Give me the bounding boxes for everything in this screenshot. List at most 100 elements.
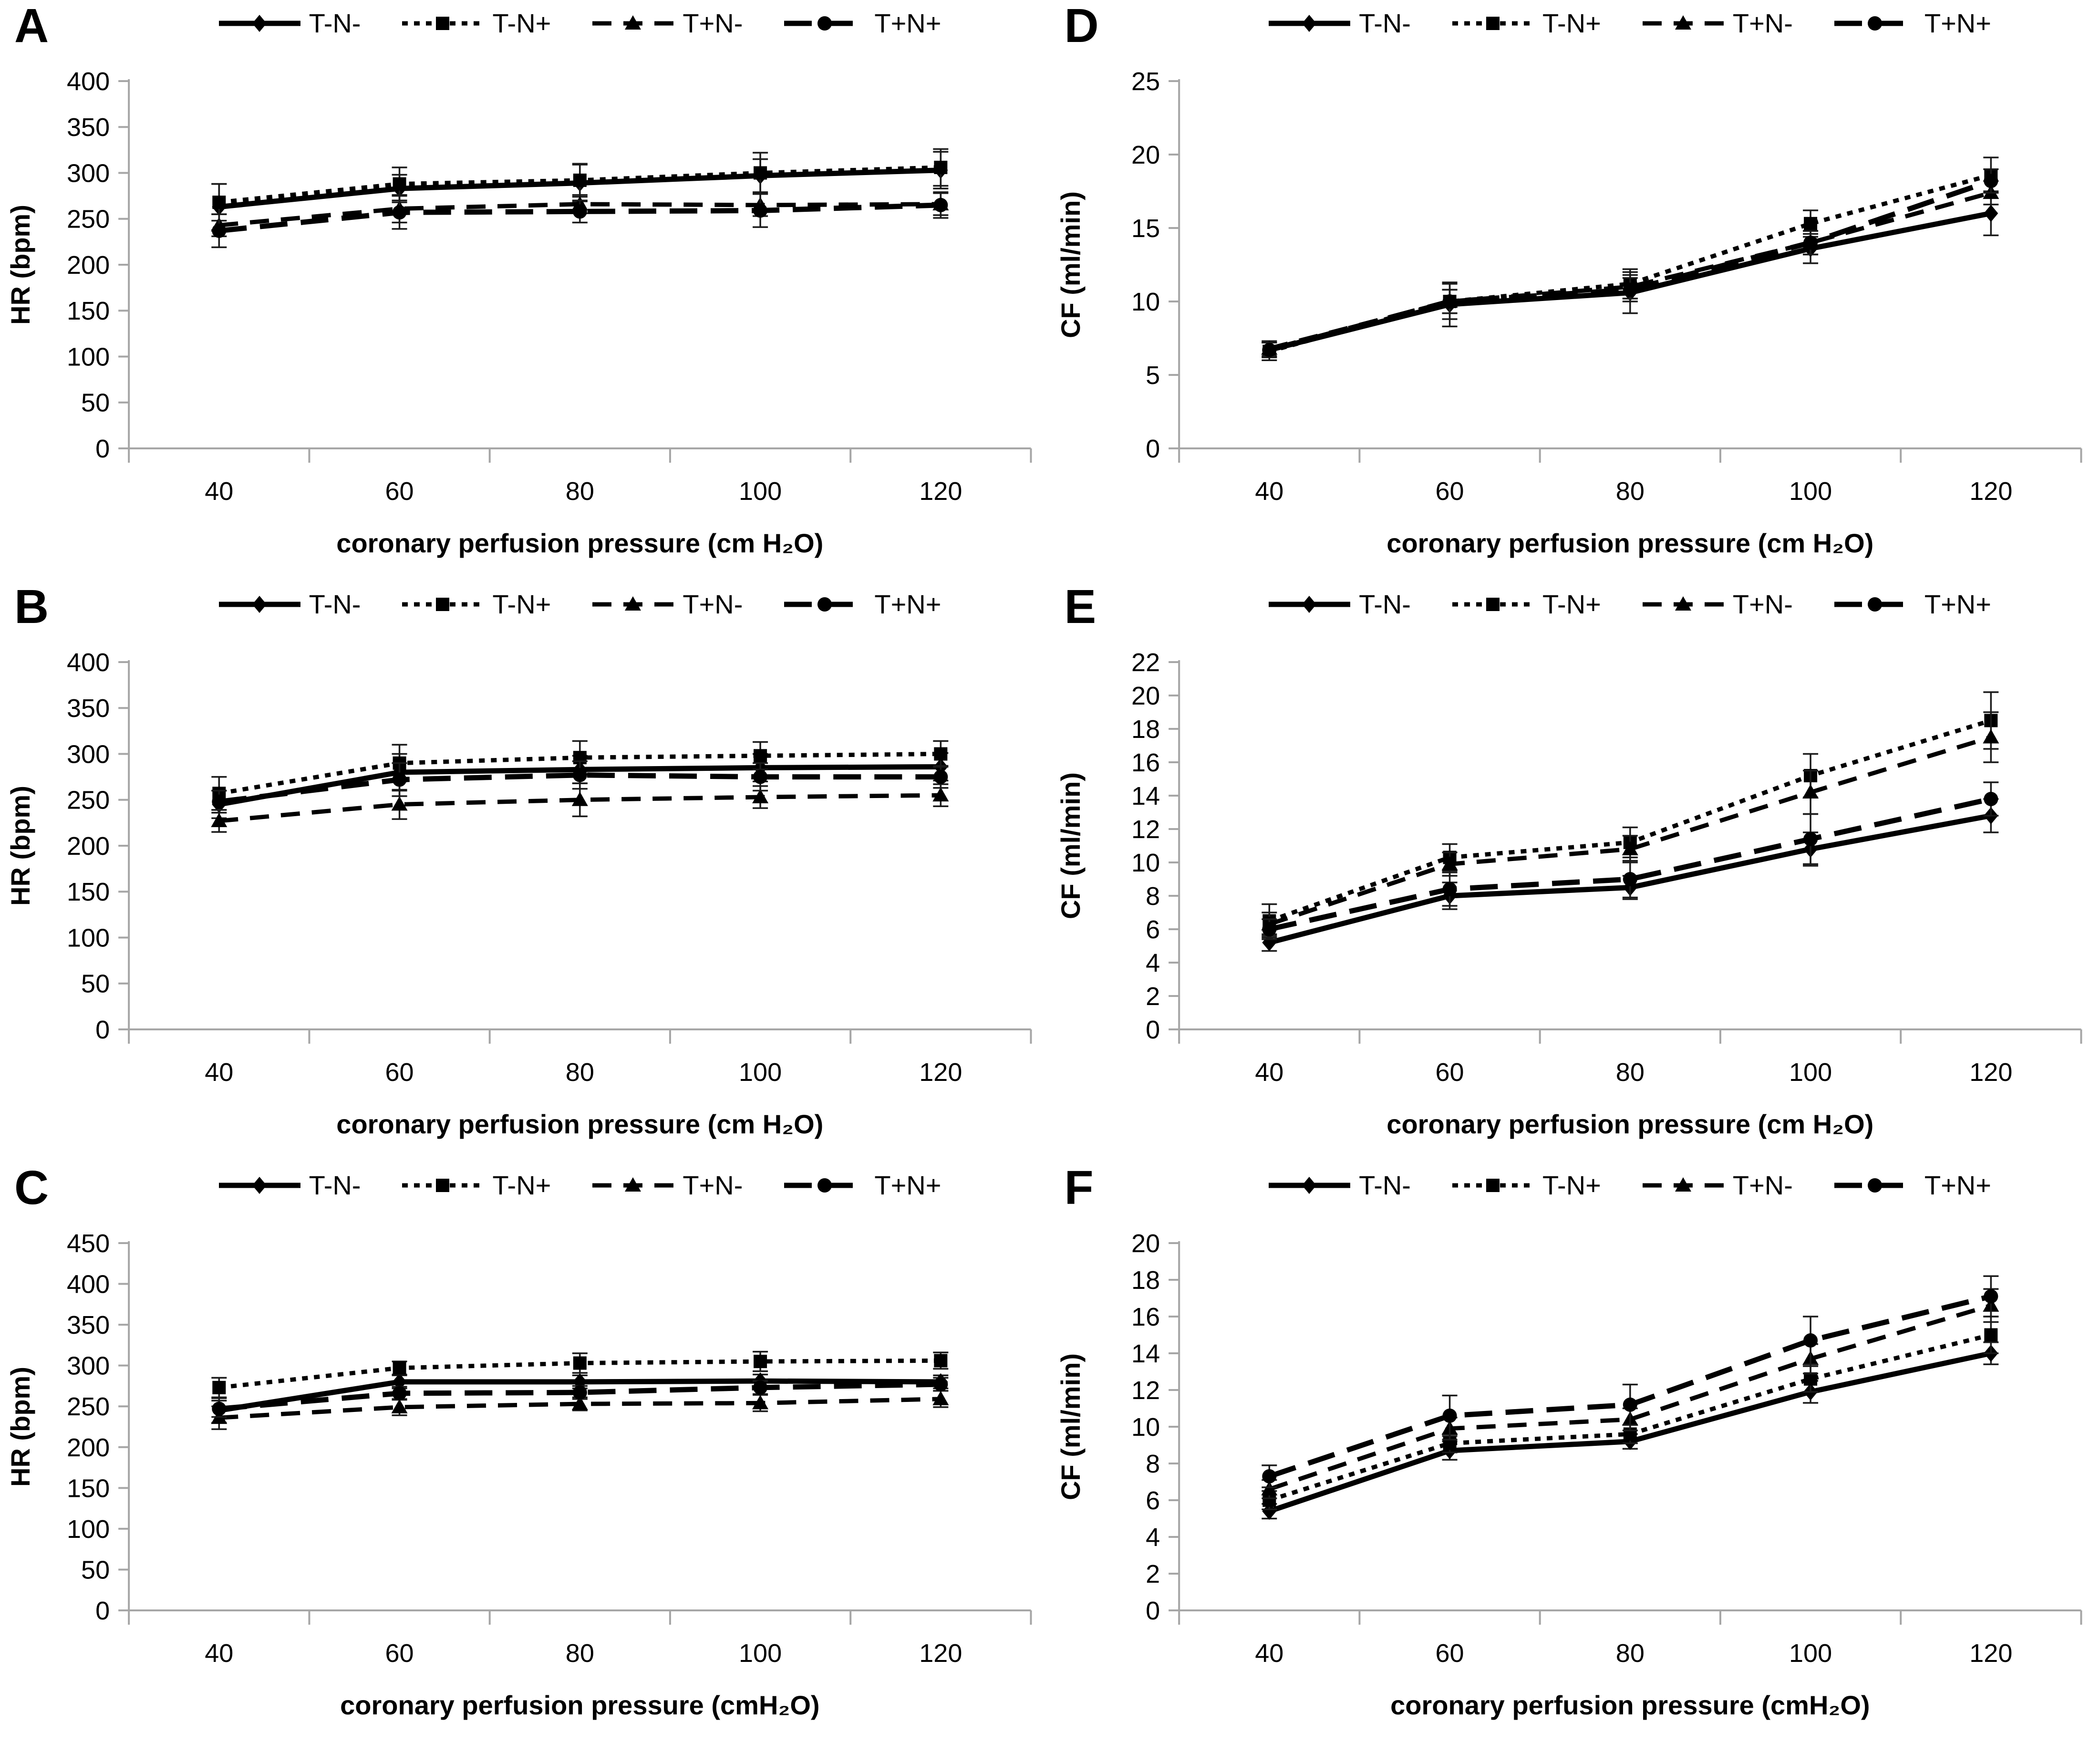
legend-label: T-N- xyxy=(309,1170,361,1200)
x-axis-title: coronary perfusion pressure (cm H₂O) xyxy=(1386,528,1873,558)
y-tick-label: 5 xyxy=(1146,361,1160,390)
legend-label: T-N- xyxy=(1359,1170,1411,1200)
legend-line-sample-T-N- xyxy=(1269,1176,1351,1194)
chart-F: 0 2 4 6 8 10 12 14 16 18 20 40 60 80 100 120 coronary pe… xyxy=(1055,1229,2082,1720)
panel-letter-D: D xyxy=(1064,0,1099,52)
legend-item-T+N-: T+N- xyxy=(1642,8,1793,39)
legend-line-sample-T+N- xyxy=(592,1177,674,1192)
legend-label: T-N+ xyxy=(492,1170,551,1200)
y-tick-label: 400 xyxy=(67,67,110,96)
y-tick-label: 10 xyxy=(1131,1413,1160,1442)
y-tick-label: 300 xyxy=(67,159,110,188)
legend-label: T-N+ xyxy=(492,8,551,38)
legend-item-T-N-: T-N- xyxy=(1268,1170,1411,1201)
axes: 0 2 4 6 8 10 12 14 16 18 20 22 40 60 80 100 120 coronary … xyxy=(1055,648,2082,1139)
legend-label: T-N+ xyxy=(1542,1170,1601,1200)
y-tick-label: 450 xyxy=(67,1229,110,1258)
axes: 0 5 10 15 20 25 40 60 80 100 120 coronary perfusion… xyxy=(1055,67,2082,558)
legend-line-sample-T+N- xyxy=(592,596,674,611)
legend-line-sample-T-N- xyxy=(218,595,300,613)
series-T-N+ xyxy=(1261,691,1998,939)
y-tick-label: 12 xyxy=(1131,815,1160,844)
x-tick-label: 80 xyxy=(1615,1639,1644,1668)
x-tick-label: 120 xyxy=(919,1058,962,1087)
x-axis-title: coronary perfusion pressure (cm H₂O) xyxy=(336,528,823,558)
y-tick-label: 0 xyxy=(95,1016,110,1044)
legend-item-T-N-: T-N- xyxy=(218,589,361,620)
triangle-marker-icon xyxy=(625,1177,641,1192)
panel-B: B T-N- T-N+ T+N- T+N+ 0 50 100 150 200 250 300 350… xyxy=(0,581,1050,1162)
chart-E: 0 2 4 6 8 10 12 14 16 18 20 22 40 60 80 100 120 coronary … xyxy=(1055,648,2082,1139)
x-tick-label: 80 xyxy=(566,1058,594,1087)
legend-label: T+N+ xyxy=(874,589,941,619)
y-axis-title: HR (bpm) xyxy=(5,205,35,325)
x-axis-title: coronary perfusion pressure (cm H₂O) xyxy=(336,1109,823,1139)
diamond-marker-icon xyxy=(1302,14,1317,32)
triangle-marker-icon xyxy=(1675,596,1691,611)
y-tick-label: 100 xyxy=(67,343,110,372)
series-T+N+ xyxy=(1261,1275,1998,1488)
chart-D: 0 5 10 15 20 25 40 60 80 100 120 coronary perfusion… xyxy=(1055,67,2082,558)
y-tick-label: 6 xyxy=(1146,1486,1160,1515)
y-tick-label: 50 xyxy=(81,970,110,998)
legend-line-sample-T+N+ xyxy=(1834,597,1916,612)
y-axis-title: HR (bpm) xyxy=(5,1367,35,1487)
y-tick-label: 100 xyxy=(67,924,110,953)
legend-item-T-N-: T-N- xyxy=(1268,8,1411,39)
legend-line-sample-T-N- xyxy=(218,1176,300,1194)
panel-C: C T-N- T-N+ T+N- T+N+ 0 50 100 150 200 250 300 350… xyxy=(0,1162,1050,1743)
legend-item-T-N+: T-N+ xyxy=(1451,589,1601,620)
circle-marker-icon xyxy=(1867,1178,1882,1193)
y-tick-label: 200 xyxy=(67,251,110,280)
legend-label: T-N- xyxy=(309,589,361,619)
x-tick-label: 100 xyxy=(1789,1058,1832,1087)
y-tick-label: 0 xyxy=(95,1597,110,1625)
legend-line-sample-T+N+ xyxy=(784,597,866,612)
legend-F: T-N- T-N+ T+N- T+N+ xyxy=(1179,1170,2080,1201)
legend-item-T+N-: T+N- xyxy=(1642,589,1793,620)
x-tick-label: 100 xyxy=(739,1058,782,1087)
panel-letter-C: C xyxy=(14,1162,49,1214)
chart-C: 0 50 100 150 200 250 300 350 400 450 40 60 80 100 120 c… xyxy=(5,1229,1032,1720)
legend-label: T+N- xyxy=(1732,1170,1793,1200)
legend-label: T-N+ xyxy=(1542,8,1601,38)
x-tick-label: 40 xyxy=(1255,1639,1283,1668)
legend-line-sample-T+N+ xyxy=(1834,1178,1916,1193)
x-tick-label: 120 xyxy=(1969,1639,2012,1668)
axes: 0 50 100 150 200 250 300 350 400 40 60 80 100 120 coro… xyxy=(5,648,1032,1139)
y-tick-label: 20 xyxy=(1131,1229,1160,1258)
legend-line-sample-T-N- xyxy=(218,14,300,32)
legend-D: T-N- T-N+ T+N- T+N+ xyxy=(1179,8,2080,39)
y-tick-label: 25 xyxy=(1131,67,1160,96)
diamond-marker-icon xyxy=(252,595,267,613)
x-tick-label: 60 xyxy=(385,1639,414,1668)
chart-B: 0 50 100 150 200 250 300 350 400 40 60 80 100 120 coro… xyxy=(5,648,1032,1139)
x-tick-label: 60 xyxy=(385,1058,414,1087)
series-T+N- xyxy=(1261,711,1999,937)
legend-item-T-N-: T-N- xyxy=(218,1170,361,1201)
y-tick-label: 16 xyxy=(1131,1303,1160,1331)
square-marker-icon xyxy=(1486,597,1500,611)
y-tick-label: 10 xyxy=(1131,288,1160,316)
y-tick-label: 50 xyxy=(81,1556,110,1584)
legend-item-T+N-: T+N- xyxy=(591,8,743,39)
legend-label: T+N- xyxy=(683,1170,743,1200)
x-tick-label: 40 xyxy=(1255,477,1283,506)
y-tick-label: 350 xyxy=(67,113,110,142)
series-T+N+ xyxy=(211,760,949,814)
circle-marker-icon xyxy=(1867,16,1882,31)
axes: 0 50 100 150 200 250 300 350 400 40 60 80 100 120 coro… xyxy=(5,67,1032,558)
y-tick-label: 350 xyxy=(67,1311,110,1339)
triangle-marker-icon xyxy=(1675,1177,1691,1192)
panel-F: F T-N- T-N+ T+N- T+N+ 0 2 4 6 8 10 12 14 16 18 20 40 60… xyxy=(1050,1162,2100,1743)
legend-line-sample-T+N+ xyxy=(1834,16,1916,31)
legend-E: T-N- T-N+ T+N- T+N+ xyxy=(1179,589,2080,620)
circle-marker-icon xyxy=(817,597,832,612)
x-tick-label: 40 xyxy=(205,477,233,506)
legend-item-T+N-: T+N- xyxy=(591,589,743,620)
legend-item-T+N+: T+N+ xyxy=(783,1170,941,1201)
x-tick-label: 60 xyxy=(385,477,414,506)
series-T-N+ xyxy=(1261,156,1998,361)
y-tick-label: 400 xyxy=(67,648,110,677)
series-T+N+ xyxy=(1261,781,1998,940)
